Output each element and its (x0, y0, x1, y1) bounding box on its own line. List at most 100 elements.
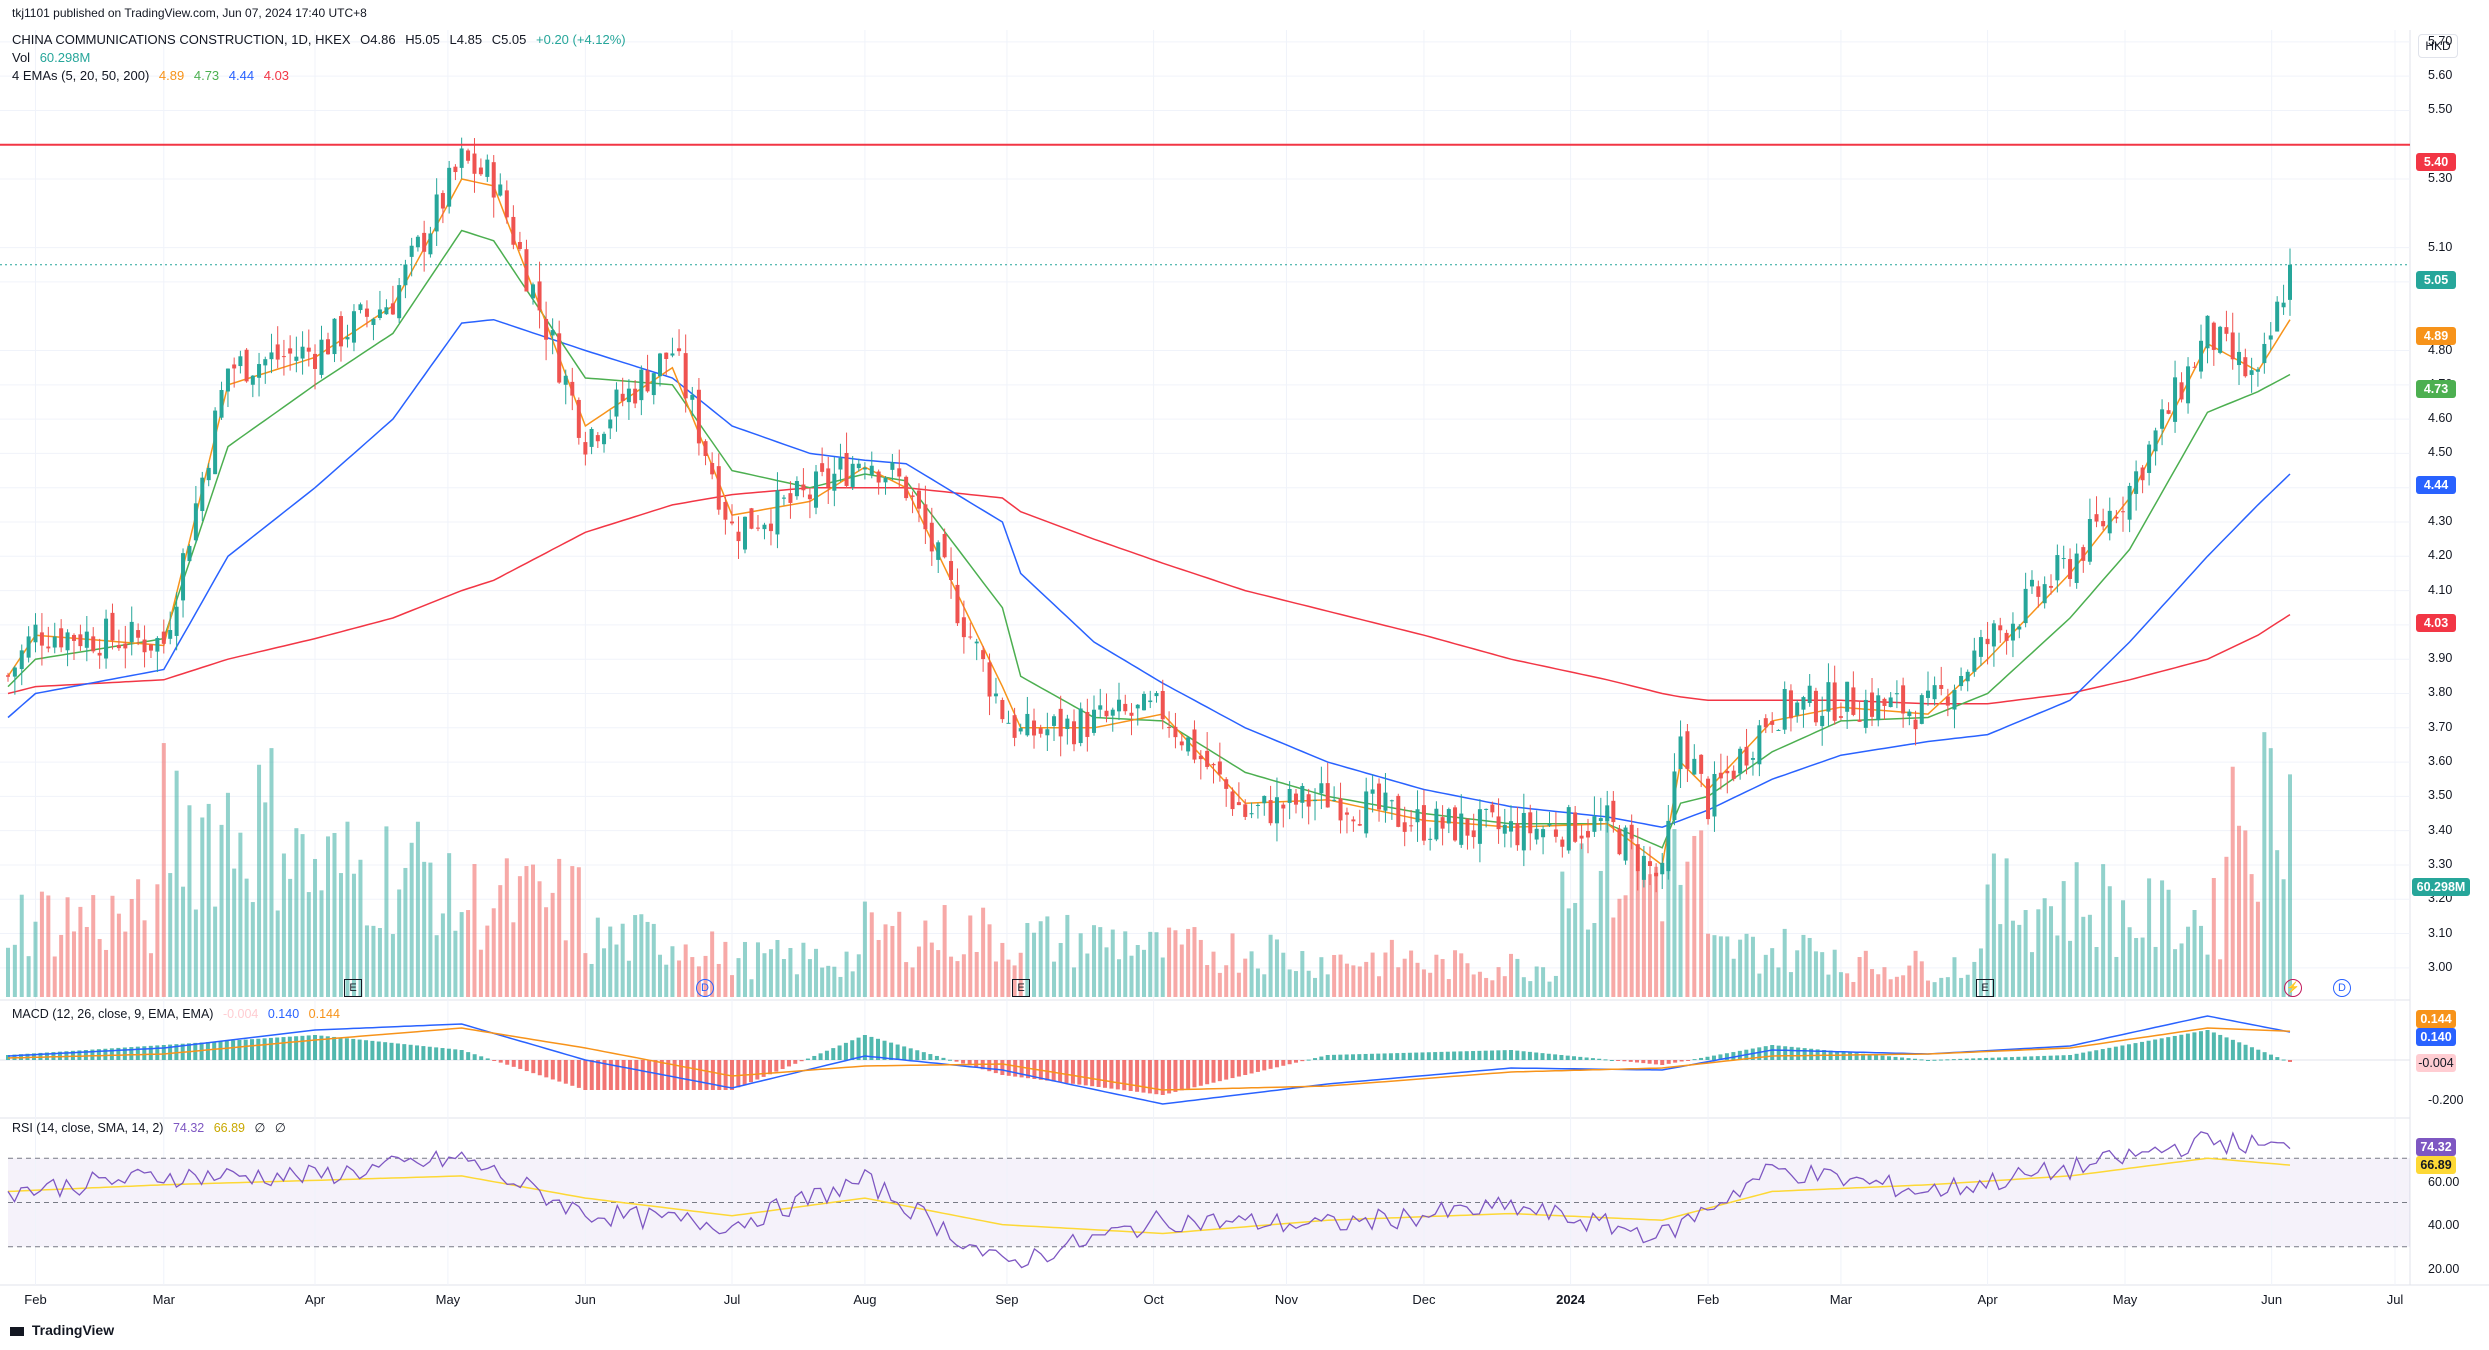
rsi-label[interactable]: RSI (14, close, SMA, 14, 2) (12, 1121, 164, 1135)
price-scale-label: 5.70 (2428, 33, 2453, 48)
volume-bar (595, 917, 600, 997)
candle-body (1402, 822, 1407, 832)
candle-body (447, 167, 452, 207)
volume-bar (716, 963, 721, 997)
volume-bar (517, 876, 522, 997)
volume-bar (200, 817, 205, 997)
macd-histogram-bar (1325, 1055, 1330, 1060)
candle-body (820, 463, 825, 472)
price-scale-label: 4.30 (2428, 514, 2453, 528)
volume-bar (1006, 959, 1011, 997)
macd-histogram-bar (730, 1060, 735, 1090)
macd-histogram-bar (1964, 1058, 1969, 1060)
macd-histogram-bar (563, 1060, 568, 1084)
macd-histogram-bar (332, 1036, 337, 1060)
rsi-axis-60: 60.00 (2428, 1175, 2460, 1189)
macd-histogram-bar (1471, 1051, 1476, 1060)
volume-bar (1801, 934, 1806, 997)
candle-body (1654, 872, 1659, 877)
macd-histogram-bar (1019, 1060, 1024, 1078)
candle-body (2055, 555, 2060, 581)
volume-bar (1939, 977, 1944, 997)
macd-histogram-bar (294, 1036, 299, 1060)
volume-bar (2049, 906, 2054, 997)
volume-bar (755, 942, 760, 997)
volume-bar (2224, 856, 2229, 997)
macd-histogram-bar (1186, 1060, 1191, 1089)
volume-bar (645, 921, 650, 997)
macd-histogram-bar (70, 1050, 75, 1060)
macd-histogram-bar (628, 1060, 633, 1090)
macd-histogram-bar (440, 1048, 445, 1060)
rsi-extra2: ∅ (274, 1121, 286, 1135)
volume-bar (244, 878, 249, 997)
candle-body (1428, 838, 1433, 840)
macd-histogram-bar (755, 1060, 760, 1080)
candle-body (2147, 444, 2152, 473)
volume-bar (351, 873, 356, 997)
earnings-marker[interactable]: E (1976, 979, 1994, 997)
candle-body (1952, 689, 1957, 710)
ema50-line (7, 318, 2291, 828)
volume-bar (2192, 910, 2197, 997)
volume-bar (1459, 953, 1464, 997)
macd-histogram-bar (1363, 1053, 1368, 1060)
volume-bar (2281, 879, 2286, 997)
volume-label[interactable]: Vol (12, 50, 31, 65)
volume-bar (602, 948, 607, 997)
volume-bar (1421, 969, 1426, 997)
volume-bar (961, 954, 966, 997)
dividend-marker[interactable]: D (696, 979, 714, 997)
macd-histogram-bar (843, 1042, 848, 1060)
candle-body (2120, 511, 2125, 513)
time-axis-label: Aug (853, 1292, 877, 1307)
time-axis-label: Mar (152, 1292, 175, 1307)
macd-histogram-bar (370, 1040, 375, 1060)
candle-body (762, 524, 767, 530)
earnings-marker[interactable]: E (344, 979, 362, 997)
split-marker[interactable]: ⚡ (2284, 979, 2302, 997)
symbol-title[interactable]: CHINA COMMUNICATIONS CONSTRUCTION, 1D, H… (12, 32, 351, 47)
volume-bar (1573, 902, 1578, 997)
macd-histogram-bar (1147, 1060, 1152, 1094)
candle-body (472, 153, 477, 174)
candle-body (1699, 754, 1704, 774)
volume-bar (768, 949, 773, 997)
currency-button[interactable]: HKD (2418, 34, 2458, 58)
volume-bar (238, 832, 243, 997)
macd-histogram-bar (161, 1045, 166, 1060)
ema-label[interactable]: 4 EMAs (5, 20, 50, 200) (12, 68, 150, 83)
volume-bar (453, 930, 458, 997)
candle-body (1692, 758, 1697, 775)
macd-label[interactable]: MACD (12, 26, close, 9, EMA, EMA) (12, 1007, 214, 1021)
macd-histogram-bar (1900, 1057, 1905, 1060)
macd-histogram-bar (262, 1038, 267, 1060)
candle-body (1560, 839, 1565, 847)
volume-bar (1547, 981, 1552, 997)
candle-body (1901, 685, 1906, 714)
volume-bar (478, 949, 483, 997)
candle-body (1148, 700, 1153, 703)
volume-bar (1092, 925, 1097, 997)
macd-histogram-bar (2262, 1052, 2267, 1060)
candle-body (485, 159, 490, 177)
volume-bar (325, 836, 330, 997)
candle-body (232, 364, 237, 369)
macd-histogram-bar (921, 1052, 926, 1060)
dividend-marker[interactable]: D (2333, 979, 2351, 997)
ema200-price-tag: 4.03 (2416, 614, 2456, 632)
volume-bar (1000, 942, 1005, 997)
volume-bar (161, 743, 166, 997)
volume-bar (703, 955, 708, 997)
candle-body (1287, 788, 1292, 803)
candle-body (71, 634, 76, 641)
candle-body (814, 471, 819, 508)
volume-bar (2094, 947, 2099, 997)
volume-bar (12, 944, 17, 997)
candle-body (1998, 625, 2003, 631)
volume-bar (403, 867, 408, 997)
volume-bar (129, 899, 134, 997)
macd-histogram-bar (1458, 1051, 1463, 1060)
earnings-marker[interactable]: E (1012, 979, 1030, 997)
time-axis-label: Sep (995, 1292, 1019, 1307)
